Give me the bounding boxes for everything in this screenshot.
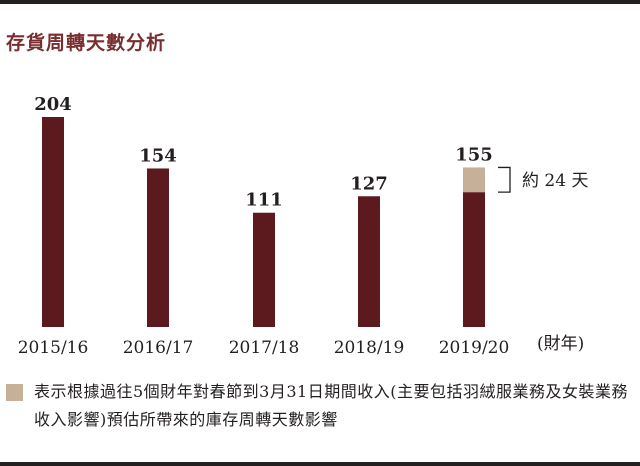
- x-tick-2019/20: 2019/20: [439, 338, 510, 358]
- annotation-bracket: [498, 166, 511, 193]
- x-axis-label: (財年): [537, 334, 584, 354]
- x-tick-2016/17: 2016/17: [123, 338, 194, 358]
- top-rule: [0, 0, 640, 4]
- data-label-2018/19: 127: [350, 173, 388, 194]
- x-tick-2018/19: 2018/19: [334, 338, 405, 358]
- x-tick-2017/18: 2017/18: [229, 338, 300, 358]
- chart-title: 存貨周轉天數分析: [6, 32, 167, 54]
- legend-text: 表示根據過往5個財年對春節到3月31日期間收入(主要包括羽絨服業務及女裝業務收入…: [34, 382, 628, 429]
- annotation-label: 約 24 天: [522, 171, 588, 191]
- legend-swatch: [6, 384, 23, 401]
- bottom-rule: [0, 462, 640, 466]
- bar-2018/19: [358, 196, 380, 327]
- bar-2019/20: [463, 192, 485, 327]
- data-label-2017/18: 111: [245, 190, 283, 211]
- bar-2015/16: [42, 117, 64, 327]
- bar-2017/18: [253, 212, 275, 327]
- bar-2016/17: [147, 168, 169, 327]
- data-label-2019/20: 155: [455, 144, 493, 165]
- bar-highlight-2019/20: [463, 167, 485, 193]
- data-label-2016/17: 154: [139, 145, 177, 166]
- x-tick-2015/16: 2015/16: [18, 338, 89, 358]
- bar-chart: 204 2015/16 154 2016/17 111 2017/18 127 2018/19…: [18, 94, 589, 358]
- data-label-2015/16: 204: [34, 94, 72, 115]
